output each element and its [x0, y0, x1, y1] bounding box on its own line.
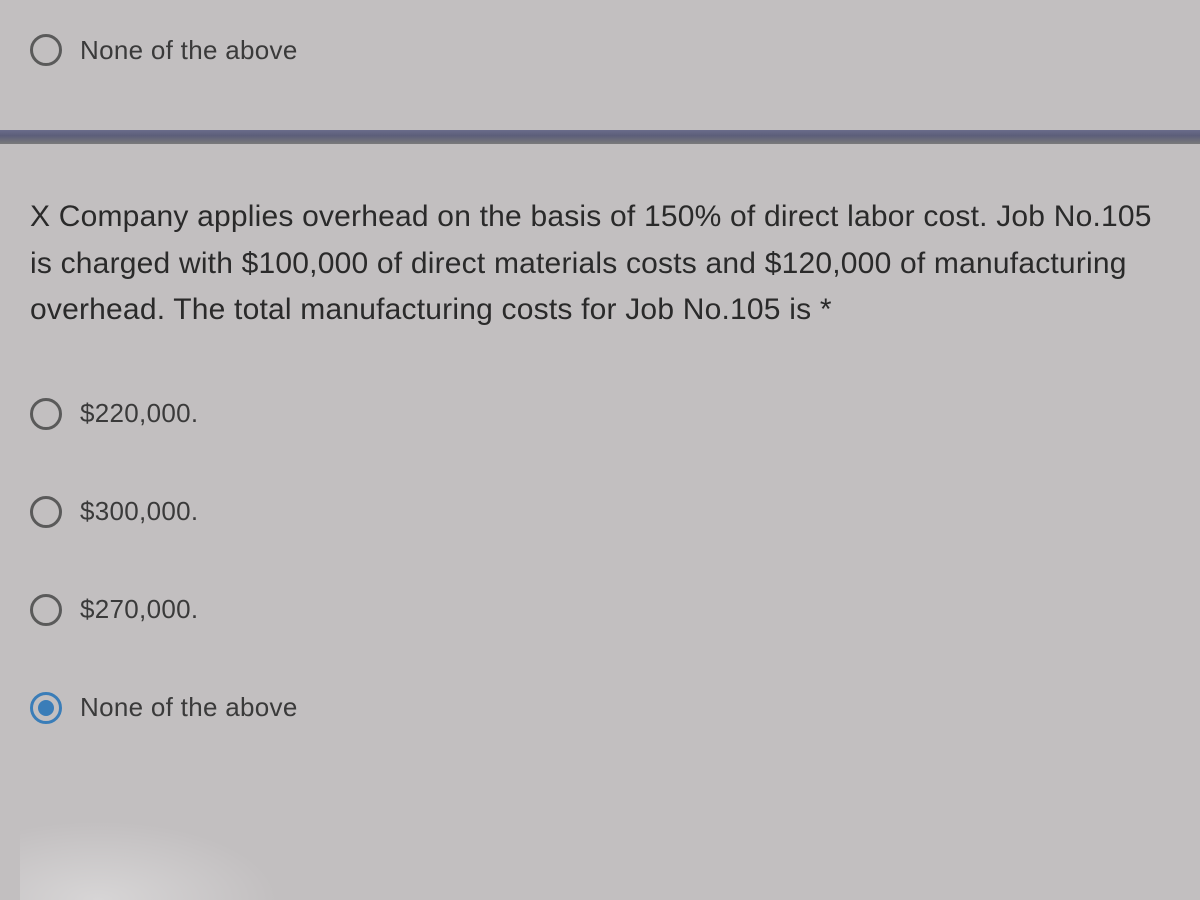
option-label-1: $220,000. [80, 398, 198, 429]
option-label-3: $270,000. [80, 594, 198, 625]
radio-option-2[interactable] [30, 496, 62, 528]
option-row-1[interactable]: $220,000. [30, 384, 1170, 444]
top-option-label: None of the above [80, 35, 298, 66]
radio-top-none[interactable] [30, 34, 62, 66]
option-label-4: None of the above [80, 692, 298, 723]
screen-glare [20, 820, 280, 900]
previous-question-tail: None of the above [0, 0, 1200, 130]
question-divider [0, 130, 1200, 144]
answer-options: $220,000. $300,000. $270,000. None of th… [30, 384, 1170, 738]
radio-option-4[interactable] [30, 692, 62, 724]
option-label-2: $300,000. [80, 496, 198, 527]
option-row-3[interactable]: $270,000. [30, 580, 1170, 640]
option-row-2[interactable]: $300,000. [30, 482, 1170, 542]
question-text: X Company applies overhead on the basis … [30, 194, 1170, 334]
question-block: X Company applies overhead on the basis … [0, 194, 1200, 778]
radio-option-3[interactable] [30, 594, 62, 626]
top-option-row[interactable]: None of the above [30, 20, 1170, 80]
option-row-4[interactable]: None of the above [30, 678, 1170, 738]
radio-option-1[interactable] [30, 398, 62, 430]
